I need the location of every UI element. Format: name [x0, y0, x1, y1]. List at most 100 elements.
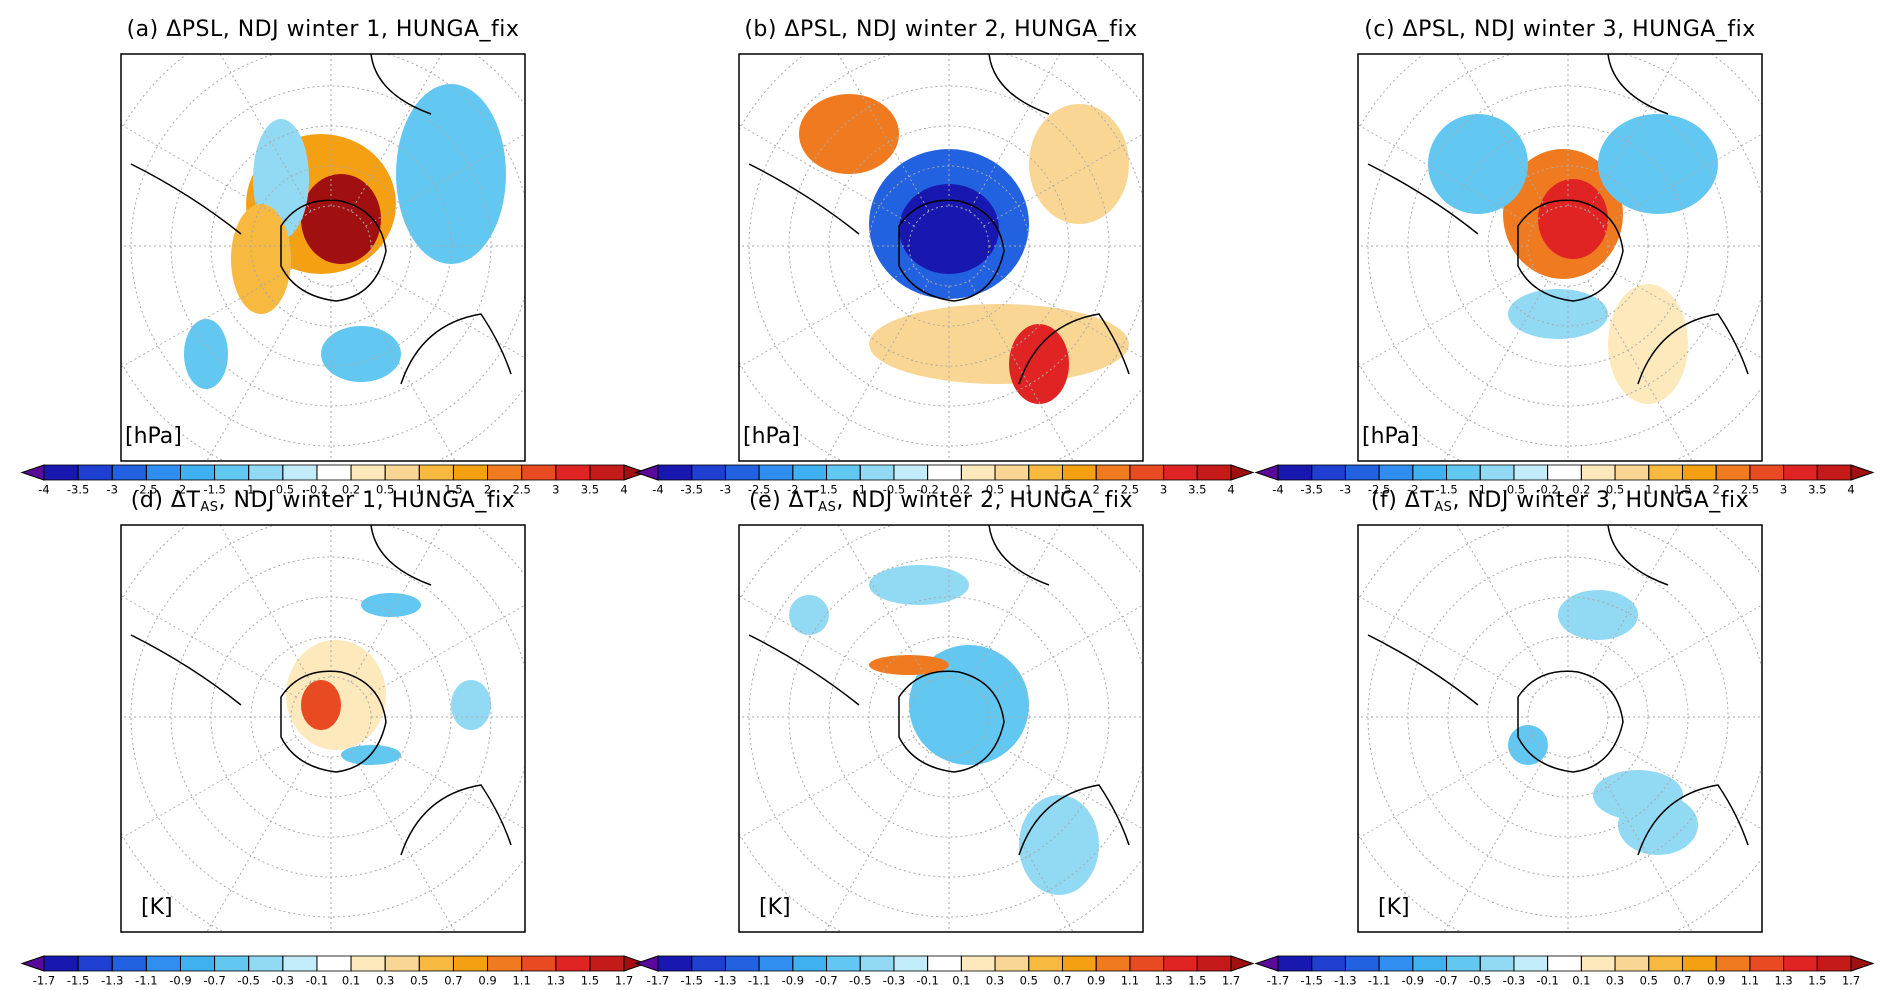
- colorbar-box: [1277, 955, 1313, 972]
- colorbar-label: -4: [38, 483, 49, 497]
- colorbar-label: -3.5: [680, 483, 702, 497]
- colorbar-label: 0.3: [986, 974, 1004, 988]
- colorbar-box: [487, 464, 523, 481]
- colorbar-box: [111, 955, 147, 972]
- map-frame: [738, 524, 1144, 933]
- colorbar-label: -0.7: [203, 974, 225, 988]
- colorbar-box: [927, 464, 962, 481]
- colorbar-box: [1196, 955, 1232, 972]
- colorbar-label: 1.1: [1121, 974, 1139, 988]
- title-subscript: AS: [1434, 500, 1452, 515]
- colorbar-box: [43, 464, 79, 481]
- colorbar-box: [248, 955, 284, 972]
- colorbar-box: [758, 464, 794, 481]
- coastline: [280, 670, 387, 773]
- contour-region: [1558, 590, 1638, 640]
- colorbar-box: [1446, 464, 1481, 481]
- colorbar-box: [657, 955, 693, 972]
- colorbar-label: -1.7: [647, 974, 669, 988]
- colorbar-label: 0.2: [1572, 483, 1590, 497]
- colorbar-box: [453, 464, 488, 481]
- colorbar-box: [1163, 464, 1198, 481]
- colorbar-box: [1196, 464, 1232, 481]
- colorbar-label: -0.1: [1536, 974, 1558, 988]
- colorbar-label: 0.2: [952, 483, 970, 497]
- unit-label: [K]: [759, 895, 791, 920]
- map-content: [739, 54, 1143, 461]
- colorbar-box: [1028, 464, 1063, 481]
- colorbar-box: [180, 464, 215, 481]
- colorbar-label: -4: [652, 483, 663, 497]
- colorbar-label: -3: [107, 483, 118, 497]
- colorbar-box: [1277, 464, 1313, 481]
- colorbar-label: -3.5: [1300, 483, 1322, 497]
- colorbar-label: 0.5: [376, 483, 394, 497]
- colorbar-box: [1095, 955, 1131, 972]
- colorbar-box: [589, 464, 625, 481]
- colorbar-label: 0.5: [1640, 974, 1658, 988]
- meridian: [350, 751, 456, 932]
- colorbar-box: [691, 464, 726, 481]
- colorbar-box: [994, 464, 1030, 481]
- panel-title: (a) ΔPSL, NDJ winter 1, HUNGA_fix: [127, 17, 520, 42]
- contour-region: [396, 84, 506, 264]
- title-text: (c) ΔPSL, NDJ winter 3, HUNGA_fix: [1364, 17, 1755, 42]
- colorbar-label: -0.5: [1503, 483, 1525, 497]
- colorbar-label: 0.9: [1707, 974, 1725, 988]
- colorbar-label: 3.5: [1808, 483, 1826, 497]
- colorbar-label: -0.5: [272, 483, 294, 497]
- colorbar-box: [316, 464, 352, 481]
- meridian: [1443, 751, 1549, 932]
- unit-label: [hPa]: [1362, 424, 1419, 449]
- meridian: [219, 54, 312, 212]
- meridian: [365, 265, 525, 359]
- colorbar-label: -1.3: [714, 974, 736, 988]
- contour-region: [301, 680, 341, 730]
- colorbar-extend: [1850, 464, 1875, 481]
- coastline: [1517, 670, 1624, 773]
- map-frame: [120, 53, 526, 462]
- colorbar-box: [1378, 464, 1414, 481]
- colorbar-label: -2.5: [748, 483, 770, 497]
- colorbar-label: -0.2: [306, 483, 328, 497]
- contour-region: [1538, 179, 1608, 259]
- colorbar-box: [384, 955, 420, 972]
- colorbar-label: 3.5: [581, 483, 599, 497]
- colorbar-label: -0.5: [883, 483, 905, 497]
- colorbar-label: -2: [1407, 483, 1418, 497]
- colorbar-box: [1163, 955, 1198, 972]
- colorbar-box: [994, 955, 1030, 972]
- colorbar-box: [1378, 955, 1414, 972]
- meridian: [1602, 604, 1762, 698]
- colorbar-label: -1.7: [1267, 974, 1289, 988]
- title-text: (b) ΔPSL, NDJ winter 2, HUNGA_fix: [744, 17, 1137, 42]
- map-panel: [hPa]: [1357, 53, 1763, 462]
- colorbar-label: -0.7: [1435, 974, 1457, 988]
- contour-region: [1029, 104, 1129, 224]
- colorbar-box: [1311, 955, 1346, 972]
- meridian: [837, 54, 930, 212]
- colorbar-box: [792, 464, 827, 481]
- colorbar-box: [1345, 464, 1380, 481]
- colorbar-label: 0.5: [986, 483, 1004, 497]
- colorbar-label: 0.1: [342, 974, 360, 988]
- colorbar-label: 3: [1780, 483, 1787, 497]
- colorbar-label: 1: [1025, 483, 1032, 497]
- coastline: [130, 525, 512, 856]
- colorbar-box: [282, 464, 318, 481]
- colorbar-box: [1580, 464, 1616, 481]
- colorbar-box: [350, 955, 386, 972]
- colorbar-label: -0.9: [1402, 974, 1424, 988]
- meridian: [983, 736, 1143, 830]
- colorbar-box: [893, 955, 929, 972]
- colorbar-box: [248, 464, 284, 481]
- colorbar-box: [1311, 464, 1346, 481]
- colorbar-box: [1614, 464, 1650, 481]
- colorbar-label: 0.5: [1020, 974, 1038, 988]
- contour-region: [1618, 795, 1698, 855]
- contour-region: [1009, 324, 1069, 404]
- colorbar-box: [555, 464, 591, 481]
- meridian: [968, 54, 1061, 212]
- meridian: [206, 280, 312, 461]
